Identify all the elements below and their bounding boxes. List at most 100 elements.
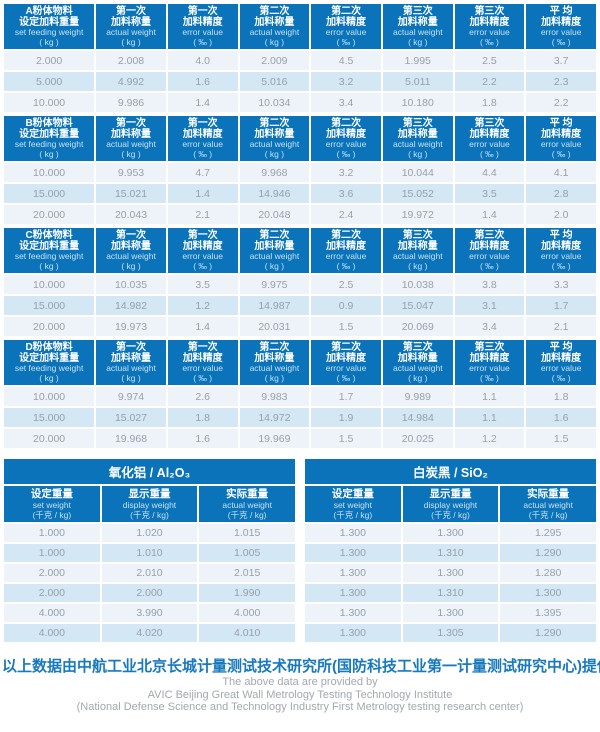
table-cell: 19.969: [239, 429, 310, 448]
table-row: 10.000 10.035 3.5 9.975 2.5 10.038 3.8 3.3: [4, 275, 596, 294]
table-cell: 14.972: [239, 408, 310, 427]
header-en: error value: [182, 27, 223, 37]
table-cell: 2.0: [526, 205, 596, 224]
header-unit: ( ‰ ): [193, 372, 213, 383]
header-en: actual weight: [249, 139, 300, 149]
column-header: 第一次 加料称量 actual weight( kg ): [96, 228, 166, 273]
footer-attribution-english-line3: (National Defense Science and Technology…: [76, 701, 524, 713]
header-en: error value: [182, 251, 223, 261]
header-zh: 加料称量: [111, 17, 151, 28]
header-en: error value: [540, 27, 582, 37]
table-cell: 10.000: [4, 275, 95, 294]
column-header: 第一次 加料精度 error value( ‰ ): [167, 116, 238, 161]
header-zh: 设定加料重量: [19, 17, 80, 28]
header-en: actual weight: [222, 500, 272, 510]
table-cell: 2.015: [199, 564, 295, 582]
table-cell: 1.290: [500, 544, 596, 562]
table-cell: 1.310: [402, 544, 499, 562]
table-cell: 2.2: [454, 72, 525, 91]
table-cell: 5.000: [4, 72, 95, 91]
header-zh: 平 均: [549, 342, 573, 353]
footer-attribution-chinese: 以上数据由中航工业北京长城计量测试技术研究所(国防科技工业第一计量测试研究中心)…: [2, 658, 600, 675]
table-cell: 1.300: [305, 584, 401, 602]
header-zh: 加料称量: [397, 353, 438, 364]
table-row: 1.300 1.300 1.295: [305, 524, 596, 542]
table-cell: 1.300: [500, 584, 596, 602]
table-cell: 20.000: [4, 317, 95, 336]
table-cell: 2.1: [526, 317, 596, 336]
header-en: actual weight: [106, 27, 156, 37]
table-row: 4.000 4.020 4.010: [4, 624, 295, 642]
table-cell: 4.000: [4, 624, 100, 642]
table-cell: 3.4: [454, 317, 525, 336]
table-row: 2.000 2.000 1.990: [4, 584, 295, 602]
table-cell: 4.5: [311, 51, 381, 70]
header-zh: 显示重量: [128, 488, 171, 500]
table-cell: 2.000: [4, 564, 100, 582]
column-header: 第一次 加料精度 error value( ‰ ): [167, 228, 238, 273]
header-zh: 第二次: [331, 342, 362, 353]
column-header: 第一次 加料称量 actual weight( kg ): [96, 340, 166, 385]
table-cell: 3.6: [311, 184, 381, 203]
header-unit: ( kg ): [264, 36, 285, 47]
table-cell: 4.4: [454, 163, 525, 182]
header-unit: ( ‰ ): [479, 260, 499, 271]
column-header-set-feeding-weight: D粉体物料 设定加料重量 set feeding weight( kg ): [4, 340, 95, 385]
header-zh: 加料称量: [254, 241, 295, 252]
header-zh: 第三次: [474, 342, 505, 353]
header-unit: ( ‰ ): [193, 260, 213, 271]
header-unit: ( kg ): [121, 148, 141, 159]
header-zh: 加料称量: [254, 17, 295, 28]
material-name: B粉体物料: [25, 118, 73, 129]
table-row: 15.000 15.021 1.4 14.946 3.6 15.052 3.5 2.8: [4, 184, 596, 203]
table-cell: 10.000: [4, 387, 95, 406]
column-header: 第三次 加料称量 actual weight( kg ): [382, 4, 453, 49]
table-cell: 10.034: [239, 93, 310, 112]
header-unit: (千克 / kg): [130, 510, 169, 520]
table-cell: 15.000: [4, 184, 95, 203]
material-name: A粉体物料: [25, 6, 73, 17]
table-cell: 10.000: [4, 163, 95, 182]
header-unit: ( ‰ ): [193, 36, 213, 47]
table-row: 1.300 1.300 1.280: [305, 564, 596, 582]
header-zh: 加料精度: [469, 129, 510, 140]
header-zh: 第一次: [187, 118, 218, 129]
material-table-0: 氧化铝 / Al₂O₃ 设定重量 set weight (千克 / kg) 显示重量 di…: [2, 457, 297, 644]
header-zh: 加料精度: [541, 129, 582, 140]
table-cell: 3.5: [454, 184, 525, 203]
header-en: actual weight: [249, 363, 300, 373]
column-header: 第二次 加料精度 error value( ‰ ): [311, 228, 381, 273]
header-zh: 加料称量: [254, 353, 295, 364]
header-unit: (千克 / kg): [333, 510, 373, 520]
table-cell: 20.031: [239, 317, 310, 336]
column-header: 第一次 加料精度 error value( ‰ ): [167, 340, 238, 385]
table-cell: 4.1: [526, 163, 596, 182]
header-en: error value: [325, 139, 367, 149]
header-unit: ( ‰ ): [551, 260, 571, 271]
header-unit: (千克 / kg): [32, 510, 72, 520]
header-zh: 加料精度: [182, 241, 223, 252]
table-cell: 1.015: [199, 524, 295, 542]
table-cell: 2.000: [101, 584, 198, 602]
table-row: 1.300 1.310 1.300: [305, 584, 596, 602]
table-cell: 1.2: [167, 296, 238, 315]
header-zh: 加料精度: [182, 353, 223, 364]
table-cell: 20.025: [382, 429, 453, 448]
header-unit: ( ‰ ): [193, 148, 213, 159]
table-row: 20.000 19.973 1.4 20.031 1.5 20.069 3.4 2.1: [4, 317, 596, 336]
table-cell: 1.4: [167, 317, 238, 336]
table-cell: 19.968: [96, 429, 166, 448]
column-header: 平 均加料精度 error value( ‰ ): [526, 340, 596, 385]
table-cell: 4.010: [199, 624, 295, 642]
header-en: actual weight: [392, 363, 443, 373]
material-name: D粉体物料: [25, 342, 73, 353]
table-row: 1.000 1.010 1.005: [4, 544, 295, 562]
table-cell: 2.6: [167, 387, 238, 406]
table-cell: 10.038: [382, 275, 453, 294]
table-row: 10.000 9.986 1.4 10.034 3.4 10.180 1.8 2.2: [4, 93, 596, 112]
header-zh: 加料精度: [326, 17, 367, 28]
header-zh: 加料称量: [254, 129, 295, 140]
column-header: 第二次 加料精度 error value( ‰ ): [311, 4, 381, 49]
powder-table-d: D粉体物料 设定加料重量 set feeding weight( kg ) 第一次 加料…: [2, 338, 598, 450]
